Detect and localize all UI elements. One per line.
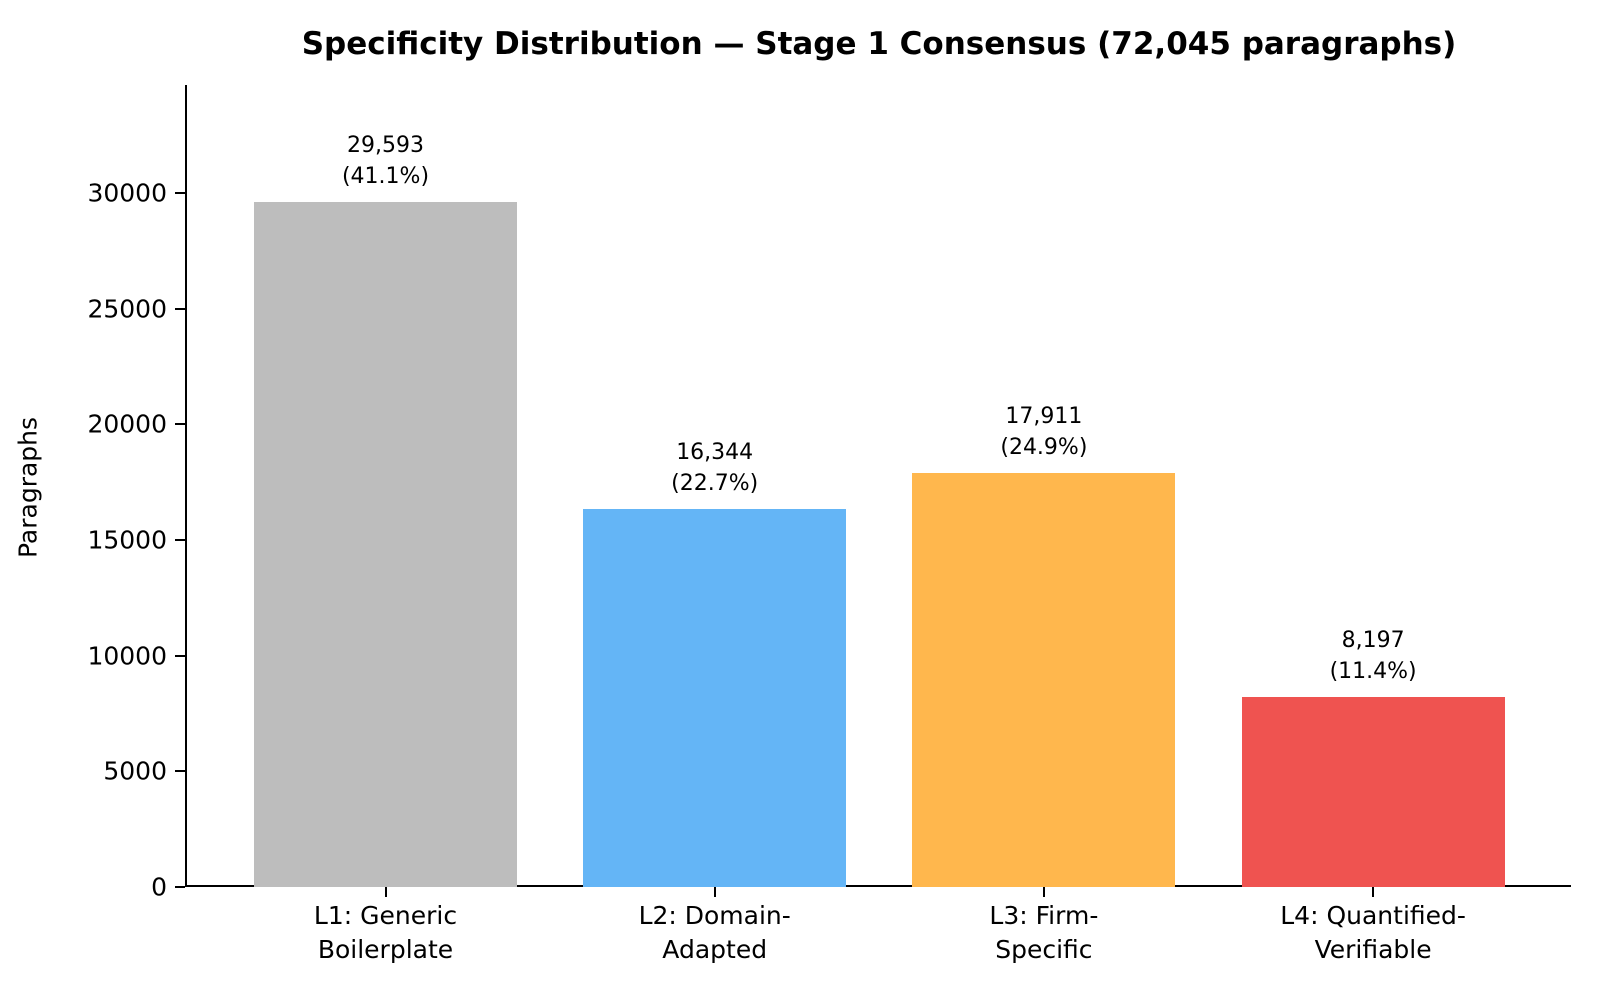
y-tick-label: 0 xyxy=(151,872,167,902)
x-tick-label: L4: Quantified- Verifiable xyxy=(1280,901,1466,964)
y-tick-label: 25000 xyxy=(87,294,167,324)
y-tick-mark xyxy=(175,770,185,773)
chart-title: Specificity Distribution — Stage 1 Conse… xyxy=(301,26,1457,62)
y-tick-label: 20000 xyxy=(87,409,167,439)
y-tick-label: 15000 xyxy=(87,525,167,555)
bar xyxy=(254,202,517,887)
y-tick-mark xyxy=(175,886,185,888)
x-tick-mark xyxy=(1372,887,1375,897)
y-tick-label: 30000 xyxy=(87,178,167,208)
bar-value-label: 17,911 (24.9%) xyxy=(1000,403,1088,460)
bar xyxy=(1241,697,1505,887)
y-tick-label: 5000 xyxy=(103,756,167,786)
y-tick-mark xyxy=(175,307,185,310)
x-tick-mark xyxy=(713,887,716,897)
x-tick-label: L1: Generic Boilerplate xyxy=(313,901,458,964)
x-tick-label: L2: Domain- Adapted xyxy=(638,901,791,964)
bar-value-label: 8,197 (11.4%) xyxy=(1329,628,1417,685)
bar-value-label: 29,593 (41.1%) xyxy=(341,133,430,190)
y-tick-mark xyxy=(175,423,185,426)
x-tick-mark xyxy=(384,887,387,897)
y-tick-label: 10000 xyxy=(87,641,167,671)
y-tick-mark xyxy=(175,192,185,195)
y-axis-label: Paragraphs xyxy=(13,416,43,559)
x-tick-mark xyxy=(1042,887,1045,897)
bar xyxy=(912,472,1176,887)
bar-value-label: 16,344 (22.7%) xyxy=(671,439,759,496)
y-tick-mark xyxy=(175,539,185,541)
y-tick-mark xyxy=(175,654,185,657)
y-axis-line xyxy=(185,85,187,887)
x-tick-label: L3: Firm- Specific xyxy=(989,901,1099,964)
x-axis-line xyxy=(185,885,1571,887)
bar xyxy=(583,508,847,887)
